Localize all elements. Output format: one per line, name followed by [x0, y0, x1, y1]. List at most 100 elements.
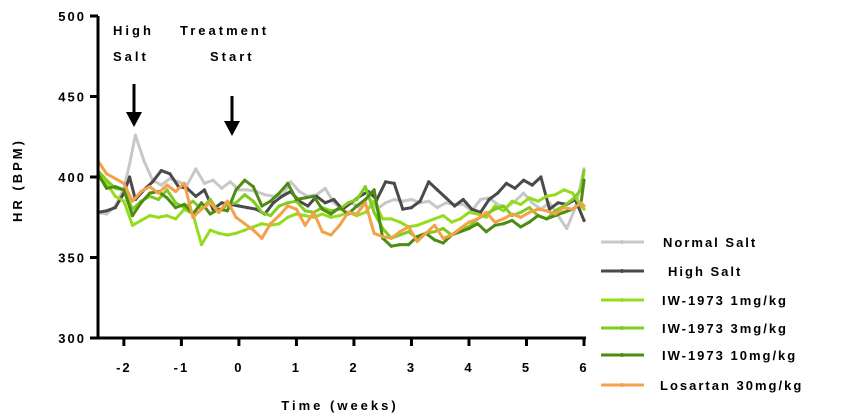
data-point	[105, 172, 108, 175]
x-ticks: -2 -1 0 1 2 3 4 5 6	[116, 338, 589, 375]
data-point	[476, 217, 479, 220]
arrowhead-icon	[224, 121, 240, 136]
data-point	[157, 216, 160, 219]
data-point	[442, 241, 445, 244]
data-point	[364, 185, 367, 188]
data-point	[571, 192, 574, 195]
data-point	[105, 212, 108, 215]
data-point	[312, 195, 315, 198]
data-point	[502, 204, 505, 207]
data-point	[502, 217, 505, 220]
data-point	[338, 206, 341, 209]
data-point	[444, 196, 447, 199]
x-tick-label: 4	[464, 360, 473, 375]
annotation-treatment-start: Treatment Start	[180, 23, 269, 136]
data-point	[545, 195, 548, 198]
data-point	[476, 222, 479, 225]
annotation-treatment-line2: Start	[210, 49, 255, 64]
data-point	[142, 159, 145, 162]
data-point	[234, 232, 237, 235]
data-point	[304, 224, 307, 227]
x-tick-label: 2	[349, 360, 358, 375]
data-point	[416, 240, 419, 243]
data-point	[433, 230, 436, 233]
arrowhead-icon	[126, 112, 142, 127]
data-point	[571, 208, 574, 211]
data-point	[398, 230, 401, 233]
data-point	[502, 222, 505, 225]
data-point	[174, 201, 177, 204]
data-point	[355, 212, 358, 215]
data-point	[246, 206, 249, 209]
data-point	[462, 198, 465, 201]
data-point	[493, 221, 496, 224]
data-point	[160, 184, 163, 187]
data-point	[324, 201, 327, 204]
data-point	[234, 188, 237, 191]
data-point	[393, 198, 396, 201]
data-point	[384, 201, 387, 204]
data-point	[165, 196, 168, 199]
data-point	[286, 204, 289, 207]
data-point	[148, 185, 151, 188]
data-point	[436, 188, 439, 191]
data-point	[554, 212, 557, 215]
data-point	[183, 203, 186, 206]
data-point	[433, 238, 436, 241]
x-tick-label: 1	[292, 360, 301, 375]
data-point	[427, 180, 430, 183]
data-point	[278, 222, 281, 225]
data-point	[519, 211, 522, 214]
data-point	[329, 233, 332, 236]
data-point	[321, 212, 324, 215]
data-point	[485, 230, 488, 233]
data-point	[332, 198, 335, 201]
legend-label: IW-1973 3mg/kg	[662, 321, 788, 336]
data-point	[528, 196, 531, 199]
data-point	[278, 214, 281, 217]
data-point	[209, 201, 212, 204]
data-point	[243, 229, 246, 232]
data-point	[122, 182, 125, 185]
plot-lines	[96, 134, 585, 248]
data-point	[528, 221, 531, 224]
data-point	[410, 206, 413, 209]
data-point	[148, 192, 151, 195]
data-point	[140, 190, 143, 193]
data-point	[381, 235, 384, 238]
data-point	[295, 208, 298, 211]
data-point	[467, 221, 470, 224]
data-point	[295, 198, 298, 201]
data-point	[324, 187, 327, 190]
data-point	[582, 219, 585, 222]
data-point	[536, 214, 539, 217]
data-point	[194, 195, 197, 198]
data-point	[416, 224, 419, 227]
data-point	[522, 192, 525, 195]
annotation-treatment-line1: Treatment	[180, 23, 269, 38]
data-point	[424, 232, 427, 235]
x-tick-label: -1	[174, 360, 190, 375]
data-point	[226, 200, 229, 203]
data-point	[105, 179, 108, 182]
data-point	[165, 188, 168, 191]
data-point	[410, 198, 413, 201]
annotation-high-salt-line1: High	[113, 23, 154, 38]
data-point	[114, 206, 117, 209]
data-point	[220, 187, 223, 190]
data-point	[476, 212, 479, 215]
data-point	[513, 187, 516, 190]
data-point	[168, 172, 171, 175]
data-point	[321, 230, 324, 233]
data-point	[459, 227, 462, 230]
data-point	[450, 221, 453, 224]
data-point	[488, 198, 491, 201]
data-point	[347, 211, 350, 214]
data-point	[134, 134, 137, 137]
data-point	[557, 201, 560, 204]
data-point	[278, 204, 281, 207]
data-point	[453, 204, 456, 207]
x-tick-label: -2	[116, 360, 132, 375]
data-point	[398, 243, 401, 246]
